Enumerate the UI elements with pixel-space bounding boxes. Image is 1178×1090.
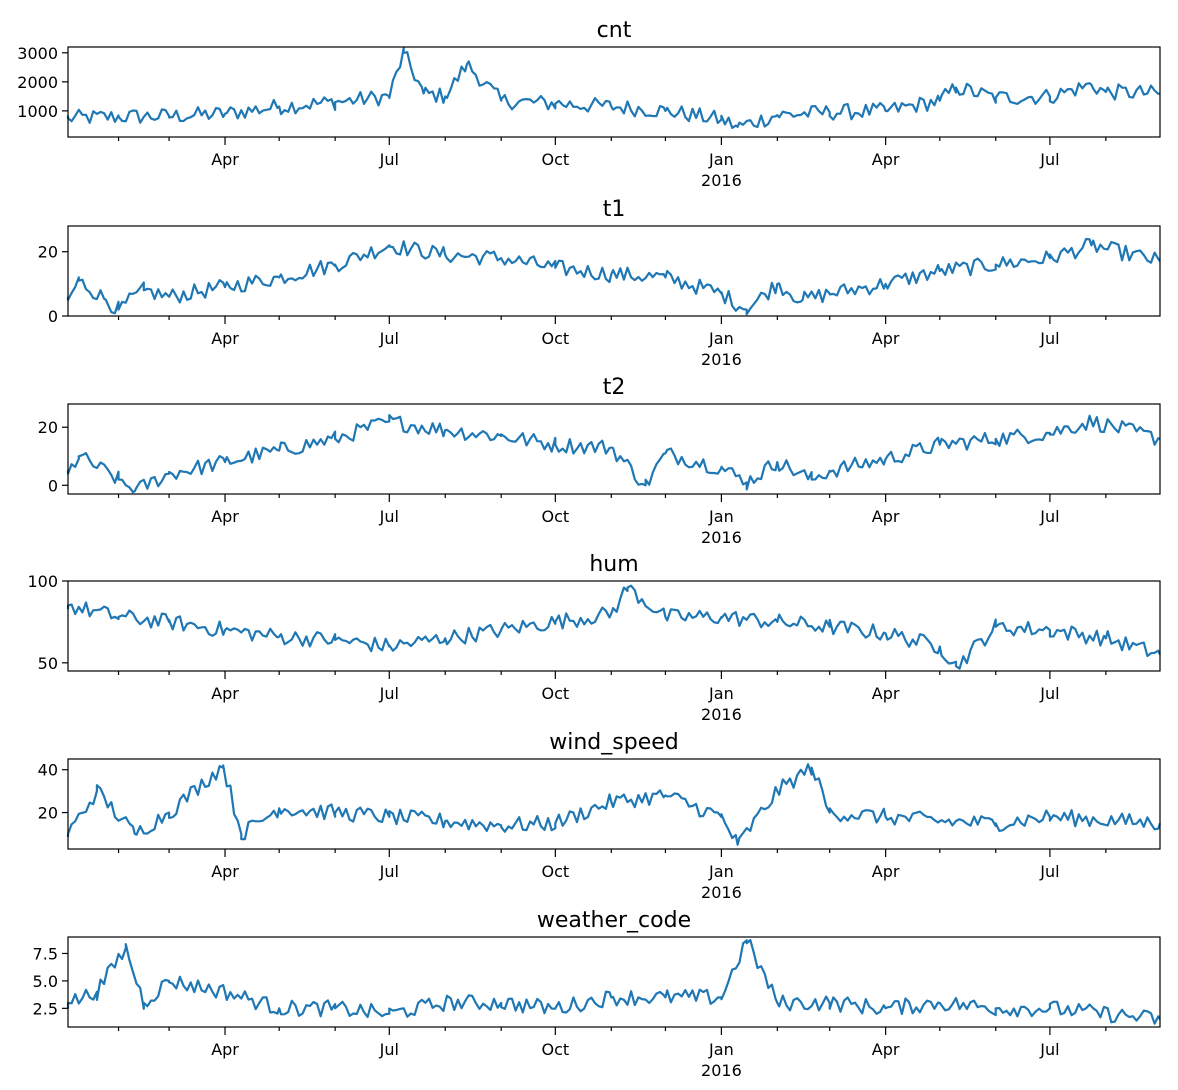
- x-tick-label: Jan: [708, 507, 734, 526]
- x-tick-label: Oct: [542, 862, 570, 881]
- y-tick-label: 3000: [17, 44, 58, 63]
- subplot-hum: hum 50 100 Apr Jul Oct Jan Apr Jul 2016: [27, 552, 1161, 724]
- x-tick-label: Jan: [708, 150, 734, 169]
- y-tick-label: 1000: [17, 102, 58, 121]
- series-line-t2: [66, 414, 1161, 494]
- y-tick-label: 2000: [17, 73, 58, 92]
- x-tick-label: Jul: [1039, 329, 1059, 348]
- y-tick-label: 100: [27, 572, 58, 591]
- subplot-title: weather_code: [537, 908, 691, 933]
- plot-frame: [67, 46, 1161, 138]
- y-tick-label: 7.5: [33, 944, 58, 963]
- subplot-title: t1: [603, 197, 626, 222]
- series-line-weather-code: [66, 938, 1161, 1025]
- x-tick-label: Jul: [379, 507, 399, 526]
- y-tick-label: 20: [38, 243, 58, 262]
- series-line-t1: [66, 237, 1161, 316]
- x-tick-label: Jul: [379, 150, 399, 169]
- x-year-label: 2016: [701, 350, 742, 369]
- subplot-cnt: cnt 1000 2000 3000 Apr Jul Oct Jan Apr Jul 2016: [17, 18, 1161, 190]
- x-tick-label: Apr: [211, 150, 239, 169]
- x-tick-label: Jul: [1039, 862, 1059, 881]
- y-tick-label: 20: [38, 418, 58, 437]
- x-tick-label: Jul: [379, 329, 399, 348]
- y-tick-label: 2.5: [33, 999, 58, 1018]
- x-tick-label: Apr: [211, 507, 239, 526]
- x-tick-label: Oct: [542, 150, 570, 169]
- y-tick-label: 40: [38, 761, 58, 780]
- x-year-label: 2016: [701, 171, 742, 190]
- x-tick-label: Apr: [872, 507, 900, 526]
- x-tick-label: Apr: [872, 684, 900, 703]
- subplot-title: t2: [603, 375, 626, 400]
- x-tick-label: Jul: [1039, 684, 1059, 703]
- x-tick-label: Apr: [872, 329, 900, 348]
- y-tick-label: 50: [38, 654, 58, 673]
- plot-frame: [67, 225, 1161, 317]
- x-tick-label: Jan: [708, 329, 734, 348]
- subplot-title: wind_speed: [549, 730, 678, 755]
- x-tick-label: Apr: [211, 684, 239, 703]
- x-tick-label: Jul: [1039, 150, 1059, 169]
- x-tick-label: Jul: [1039, 507, 1059, 526]
- plot-frame: [67, 403, 1161, 495]
- subplot-title: hum: [589, 552, 638, 577]
- x-tick-label: Jul: [379, 684, 399, 703]
- x-tick-label: Oct: [542, 507, 570, 526]
- y-tick-label: 0: [48, 476, 58, 495]
- x-tick-label: Oct: [542, 329, 570, 348]
- x-year-label: 2016: [701, 883, 742, 902]
- x-year-label: 2016: [701, 1061, 742, 1080]
- x-year-label: 2016: [701, 528, 742, 547]
- series-line-wind-speed: [66, 763, 1162, 846]
- x-tick-label: Jan: [708, 1040, 734, 1059]
- plot-frame: [67, 936, 1161, 1028]
- subplot-weather-code: weather_code 2.5 5.0 7.5 Apr Jul Oct Jan Apr Jul 2…: [33, 908, 1161, 1080]
- x-tick-label: Apr: [211, 1040, 239, 1059]
- x-tick-label: Apr: [211, 329, 239, 348]
- x-tick-label: Jul: [1039, 1040, 1059, 1059]
- x-tick-label: Apr: [872, 150, 900, 169]
- x-tick-label: Apr: [872, 1040, 900, 1059]
- plot-frame: [67, 758, 1161, 850]
- x-tick-label: Apr: [872, 862, 900, 881]
- x-tick-label: Apr: [211, 862, 239, 881]
- series-line-cnt: [66, 46, 1161, 130]
- y-tick-label: 5.0: [33, 972, 58, 991]
- x-year-label: 2016: [701, 705, 742, 724]
- x-tick-label: Jan: [708, 684, 734, 703]
- y-tick-label: 20: [38, 804, 58, 823]
- subplot-t2: t2 0 20 Apr Jul Oct Jan Apr Jul 2016: [38, 375, 1161, 547]
- x-tick-label: Jan: [708, 862, 734, 881]
- x-tick-label: Oct: [542, 1040, 570, 1059]
- plot-frame: [67, 580, 1161, 672]
- x-tick-label: Oct: [542, 684, 570, 703]
- x-tick-label: Jul: [379, 1040, 399, 1059]
- y-tick-label: 0: [48, 307, 58, 326]
- x-tick-label: Jul: [379, 862, 399, 881]
- subplot-title: cnt: [597, 18, 632, 43]
- subplot-wind-speed: wind_speed 20 40 Apr Jul Oct Jan Apr Jul 2016: [38, 730, 1162, 902]
- series-line-hum: [66, 584, 1161, 670]
- subplot-t1: t1 0 20 Apr Jul Oct Jan Apr Jul 2016: [38, 197, 1161, 369]
